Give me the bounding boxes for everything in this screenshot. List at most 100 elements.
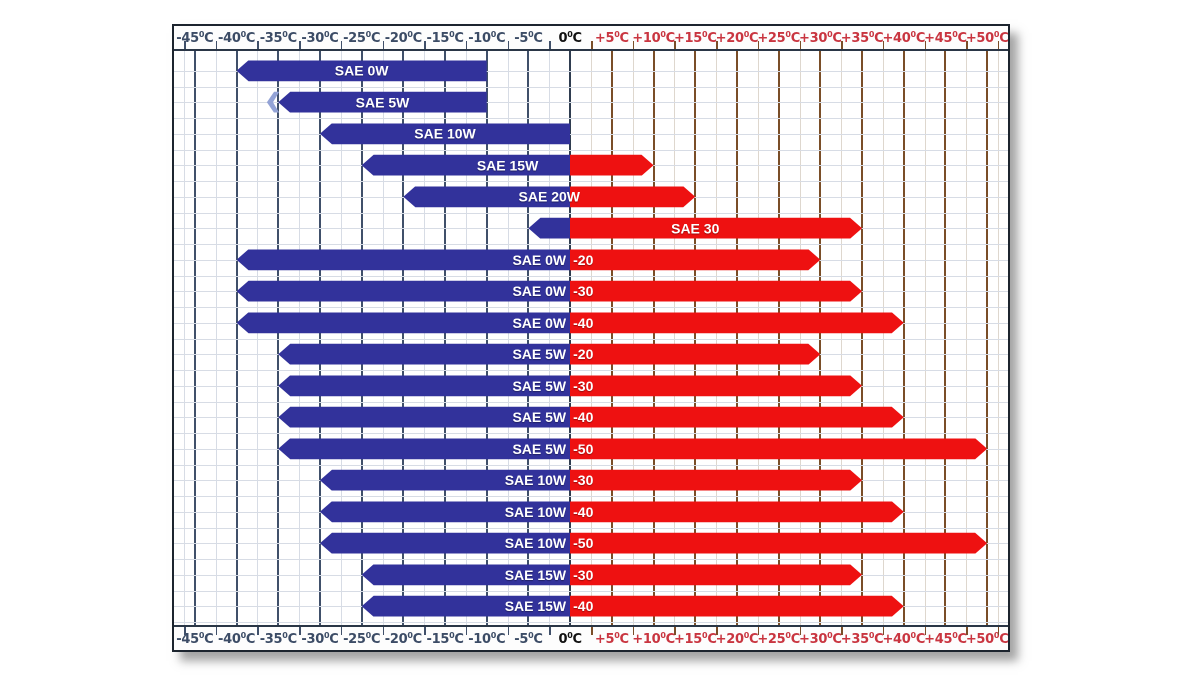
degree-symbol: 0	[528, 29, 534, 39]
degree-symbol: 0	[323, 29, 330, 39]
cold-range-segment	[278, 344, 570, 365]
degree-symbol: 0	[449, 630, 455, 640]
axis-tick-label: +400C	[882, 29, 926, 46]
minor-gridline	[591, 51, 592, 625]
double-arrow-icon	[266, 91, 280, 113]
axis-tick-label: -300C	[301, 29, 339, 46]
viscosity-temperature-chart: -450C -400C -350C -300C -250C -200C -150C -100C…	[172, 24, 1010, 652]
axis-tick-label: +150C	[673, 630, 717, 647]
minor-gridline	[184, 51, 186, 625]
cold-range-segment	[320, 470, 570, 491]
hot-range-segment	[570, 533, 987, 554]
axis-minor-tick	[591, 41, 593, 49]
horizontal-gridline	[174, 118, 1008, 119]
major-gridline	[569, 51, 572, 625]
axis-tick-label: -150C	[426, 630, 464, 647]
horizontal-gridline	[174, 70, 1008, 72]
hot-range-segment	[570, 564, 862, 585]
axis-tick-label: +350C	[840, 630, 884, 647]
axis-minor-tick	[465, 627, 468, 635]
degree-symbol: 0	[827, 29, 833, 39]
range-bar-sae-15w-30	[362, 564, 862, 585]
major-gridline	[485, 51, 488, 625]
axis-tick-label: +500C	[965, 630, 1009, 647]
minor-gridline	[966, 51, 968, 625]
axis-tick-label: +200C	[715, 29, 759, 46]
axis-minor-tick	[549, 627, 551, 635]
bar-row-sae-15w-30: SAE 15W -30	[174, 559, 1008, 591]
range-bar-sae-10w-30	[320, 470, 862, 491]
major-gridline	[944, 51, 947, 625]
axis-minor-tick	[507, 41, 510, 49]
minor-gridline	[882, 51, 884, 625]
range-bar-sae-0w-30	[237, 281, 863, 302]
axis-minor-tick	[257, 627, 259, 635]
degree-symbol: 0	[910, 630, 917, 640]
bar-row-sae-5w-50: SAE 5W -50	[174, 433, 1008, 465]
degree-symbol: 0	[567, 29, 573, 39]
horizontal-gridline	[174, 102, 1008, 104]
hot-range-segment	[570, 596, 904, 617]
axis-minor-tick	[924, 627, 927, 635]
degree-symbol: 0	[785, 630, 791, 640]
axis-minor-tick	[424, 41, 426, 49]
hot-range-segment	[570, 470, 862, 491]
bar-row-sae-10w-50: SAE 10W -50	[174, 528, 1008, 560]
minor-gridline	[924, 51, 926, 625]
axis-tick-label: -400C	[217, 29, 256, 46]
degree-symbol: 0	[449, 29, 455, 39]
minor-gridline	[716, 51, 718, 625]
axis-minor-tick	[184, 41, 186, 49]
minor-gridline	[257, 51, 259, 625]
horizontal-gridline	[174, 370, 1008, 371]
hot-range-segment	[570, 407, 904, 428]
cold-range-segment	[319, 123, 571, 145]
bar-rows: SAE 0W SAE 5W SAE 10W SAE 15W SAE 20W SAE 30 S…	[174, 51, 1008, 625]
axis-minor-tick	[716, 41, 718, 49]
major-gridline	[777, 51, 780, 625]
horizontal-gridline	[174, 133, 1008, 135]
degree-symbol: 0	[528, 630, 534, 640]
axis-minor-tick	[340, 41, 343, 49]
bar-row-sae-0w: SAE 0W	[174, 55, 1008, 87]
range-bar-sae-5w-30	[278, 375, 862, 396]
major-gridline	[819, 51, 822, 625]
minor-gridline	[674, 51, 676, 625]
horizontal-gridline	[174, 149, 1008, 151]
axis-tick-label: +500C	[965, 29, 1009, 46]
degree-symbol: 0	[952, 29, 958, 39]
minor-gridline	[299, 51, 301, 625]
axis-minor-tick	[757, 41, 760, 49]
degree-symbol: 0	[702, 29, 708, 39]
axis-minor-tick	[924, 41, 927, 49]
axis-tick-label: +350C	[840, 29, 884, 46]
axis-minor-tick	[340, 627, 343, 635]
bar-row-sae-0w-40: SAE 0W -40	[174, 307, 1008, 339]
axis-tick-label: -450C	[176, 630, 214, 647]
cold-range-segment	[528, 218, 570, 239]
major-gridline	[235, 51, 238, 625]
axis-minor-tick	[215, 41, 218, 49]
bar-row-sae-15w-40: SAE 15W -40	[174, 591, 1008, 623]
major-gridline	[402, 51, 405, 625]
degree-symbol: 0	[198, 29, 205, 39]
cold-range-segment	[278, 91, 487, 113]
axis-tick-label: +50C	[594, 630, 629, 647]
range-bar-sae-10w: SAE 10W	[319, 123, 571, 145]
degree-symbol: 0	[282, 29, 288, 39]
minor-gridline	[382, 51, 384, 625]
hot-range-segment	[570, 375, 862, 396]
axis-tick-label: 00C	[558, 29, 583, 46]
range-bar-sae-30: SAE 30	[528, 218, 862, 239]
major-gridline	[986, 51, 989, 625]
cold-range-segment	[278, 407, 570, 428]
degree-symbol: 0	[743, 630, 750, 640]
axis-minor-tick	[465, 41, 468, 49]
degree-symbol: 0	[198, 630, 205, 640]
degree-symbol: 0	[323, 630, 330, 640]
axis-minor-tick	[674, 627, 676, 635]
minor-gridline	[465, 51, 467, 625]
horizontal-gridline	[174, 275, 1008, 277]
minor-gridline	[424, 51, 426, 625]
minor-gridline	[340, 51, 342, 625]
